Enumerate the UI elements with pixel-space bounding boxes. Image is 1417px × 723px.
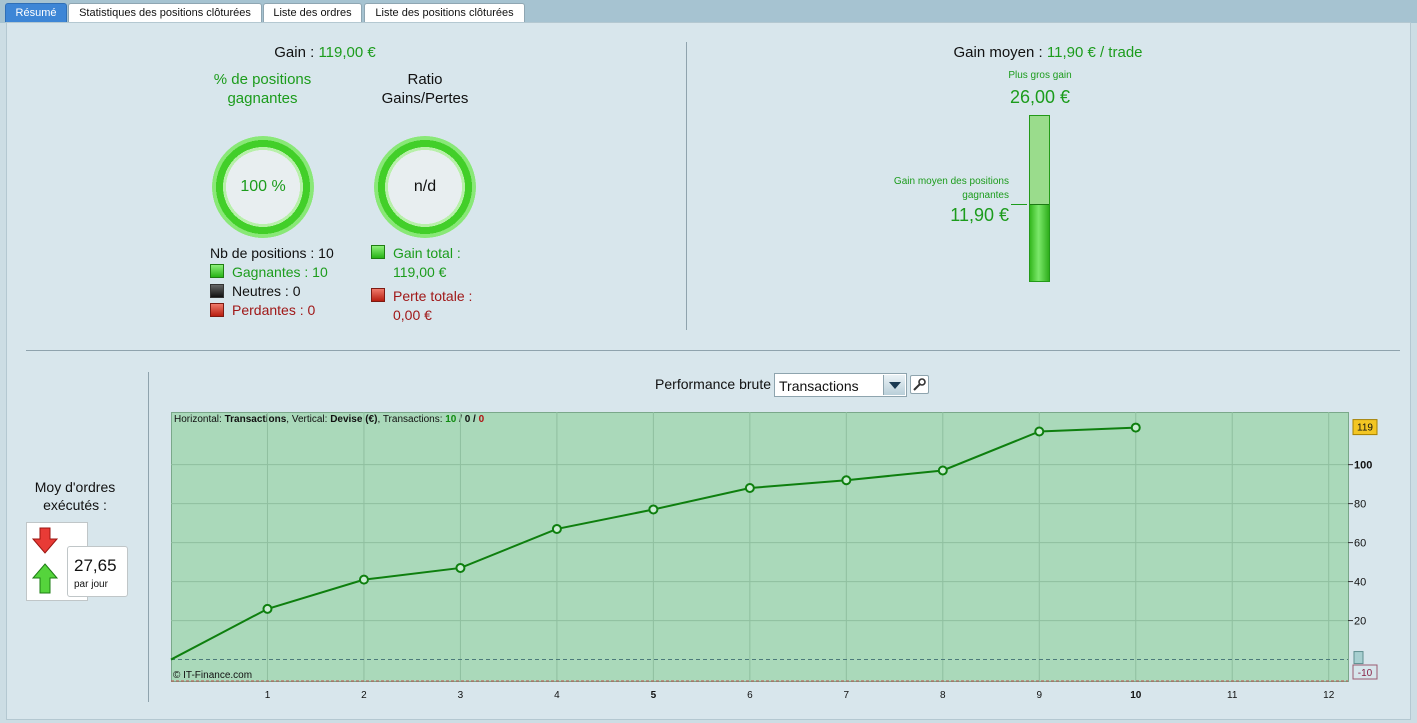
gain-total-swatch: [371, 245, 385, 259]
avg-gain-label: Gain moyen :: [953, 44, 1047, 61]
last-value-badge-text: 119: [1357, 423, 1373, 434]
chart-info-horizontal: Transactions: [224, 414, 287, 425]
avg-gain-bar: [1029, 115, 1050, 282]
perte-totale-value: 0,00 €: [393, 307, 432, 323]
pct-winning-value: 100 %: [240, 178, 286, 195]
neutral-count: Neutres : 0: [232, 283, 301, 299]
avg-winning-label-line2: gagnantes: [962, 190, 1009, 201]
y-tick-label: 20: [1354, 616, 1366, 628]
data-point: [841, 475, 852, 486]
horizontal-divider: [26, 350, 1400, 351]
orders-arrows-icon: [31, 527, 59, 594]
arrow-right-icon: [1011, 204, 1027, 205]
x-tick-label: 10: [1130, 690, 1142, 701]
losing-color-swatch: [210, 303, 224, 317]
gain-value: 119,00 €: [318, 44, 376, 61]
orders-title: Moy d'ordres exécutés :: [17, 478, 133, 514]
chart-info: Horizontal: Transactions, Vertical: Devi…: [174, 414, 484, 425]
chart-info-sep2: /: [470, 414, 479, 425]
tab-resume[interactable]: Résumé: [5, 3, 67, 22]
avg-winning-label: Gain moyen des positions gagnantes: [860, 175, 1009, 203]
x-tick-label: 9: [1036, 690, 1042, 701]
perte-totale-swatch: [371, 288, 385, 302]
min-value-badge: [1352, 664, 1378, 680]
nb-positions: Nb de positions : 10: [210, 245, 334, 261]
tab-orders-list[interactable]: Liste des ordres: [263, 3, 362, 22]
y-tick-label: 100: [1354, 460, 1372, 472]
y-tick-label: 40: [1354, 577, 1366, 589]
x-tick-label: 1: [265, 690, 271, 701]
chart-info-wins: 10: [445, 414, 457, 425]
data-point: [937, 465, 948, 476]
chart-info-losses: 0: [478, 414, 485, 425]
x-tick-label: 7: [844, 690, 850, 701]
performance-select[interactable]: Transactions: [774, 373, 907, 397]
winning-color-swatch: [210, 264, 224, 278]
avg-gain-value: 11,90 € / trade: [1046, 44, 1143, 61]
y-tick-label: 80: [1354, 499, 1366, 511]
gain-total-value: 119,00 €: [393, 264, 447, 280]
x-tick-label: 4: [554, 690, 560, 701]
data-point: [262, 603, 273, 614]
losing-count: Perdantes : 0: [232, 302, 316, 318]
gain-total-label: Gain total :: [393, 245, 461, 261]
neutral-color-swatch: [210, 284, 224, 298]
orders-value-box: 27,65 par jour: [67, 546, 128, 597]
data-point: [1034, 426, 1045, 437]
biggest-gain-value: 26,00 €: [1009, 87, 1071, 107]
x-tick-label: 6: [747, 690, 753, 701]
chart-info-transactions: , Transactions:: [377, 414, 446, 425]
biggest-gain-label: Plus gros gain: [1008, 70, 1072, 81]
x-tick-label: 2: [361, 690, 367, 701]
x-tick-label: 12: [1323, 690, 1335, 701]
orders-title-line2: exécutés :: [43, 497, 107, 513]
x-tick-label: 5: [651, 690, 657, 701]
gain-summary: Gain : 119,00 €: [200, 44, 450, 61]
orders-title-line1: Moy d'ordres: [34, 479, 116, 495]
chart-info-mid: , Vertical:: [286, 414, 331, 425]
wrench-icon[interactable]: [910, 375, 929, 394]
pct-winning-gauge: 100 %: [212, 136, 314, 238]
zero-marker: [1353, 651, 1364, 665]
y-tick-label: 60: [1354, 538, 1366, 550]
ratio-title: Ratio Gains/Pertes: [381, 71, 469, 107]
data-point: [648, 504, 659, 515]
avg-gain-summary: Gain moyen : 11,90 € / trade: [900, 44, 1196, 61]
avg-winning-value: 11,90 €: [950, 205, 1009, 225]
performance-select-value: Transactions: [779, 378, 859, 394]
wrench-glyph: [913, 378, 926, 391]
orders-value: 27,65: [74, 556, 117, 575]
chart-info-neutral: 0: [464, 414, 471, 425]
winning-count: Gagnantes : 10: [232, 264, 328, 280]
orders-unit: par jour: [74, 579, 108, 590]
perte-totale-label: Perte totale :: [393, 288, 473, 304]
performance-title: Performance brute: [655, 376, 771, 392]
x-tick-label: 8: [940, 690, 946, 701]
ratio-value: n/d: [413, 178, 437, 195]
min-value-badge-text: -10: [1358, 668, 1373, 679]
chart-info-vertical: Devise (€): [330, 414, 378, 425]
data-point: [1130, 422, 1141, 433]
avg-gain-bar-fill: [1030, 204, 1049, 281]
x-tick-label: 11: [1227, 690, 1238, 701]
data-point: [744, 483, 755, 494]
orders-divider: [148, 372, 149, 702]
tab-closed-positions-stats[interactable]: Statistiques des positions clôturées: [68, 3, 262, 22]
tab-closed-positions-list[interactable]: Liste des positions clôturées: [364, 3, 525, 22]
pct-winning-title: % de positions gagnantes: [213, 71, 312, 107]
x-tick-label: 3: [458, 690, 464, 701]
data-point: [358, 574, 369, 585]
data-point: [455, 562, 466, 573]
chart-info-prefix: Horizontal:: [174, 414, 225, 425]
data-point: [551, 523, 562, 534]
ratio-gauge: n/d: [374, 136, 476, 238]
avg-winning-label-line1: Gain moyen des positions: [893, 176, 1009, 187]
gain-label: Gain :: [274, 44, 319, 61]
chevron-down-icon[interactable]: [883, 375, 905, 395]
vertical-divider: [686, 42, 687, 330]
performance-chart: Horizontal: Transactions, Vertical: Devi…: [171, 412, 1349, 682]
chart-copyright: © IT-Finance.com: [173, 670, 253, 681]
last-value-badge: [1352, 419, 1378, 436]
